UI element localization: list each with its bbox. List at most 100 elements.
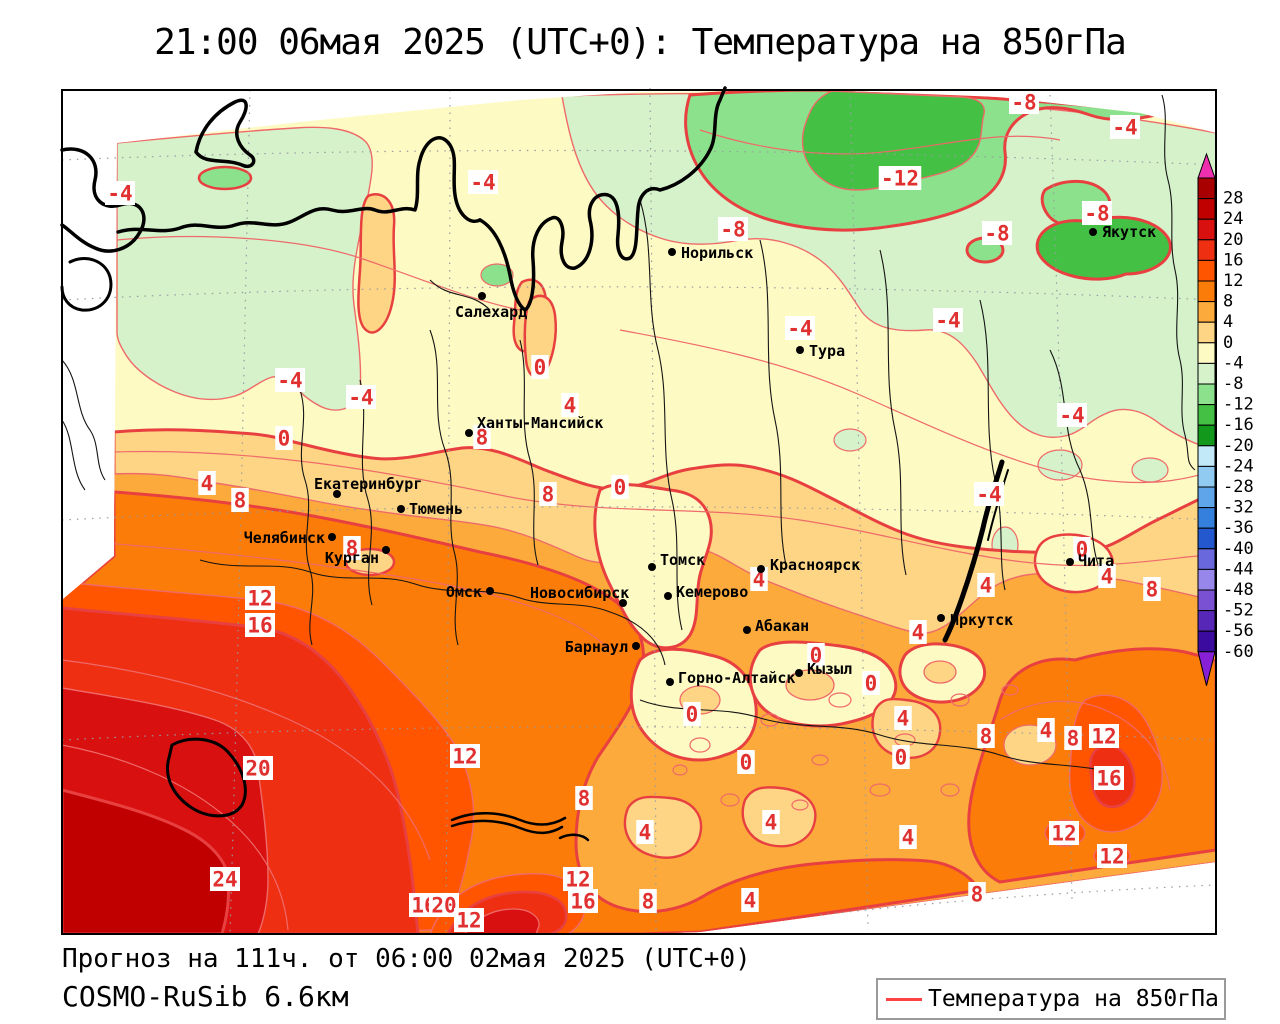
model-info: COSMO-RuSib 6.6км <box>62 980 349 1013</box>
contour-label: 0 <box>892 745 910 770</box>
svg-text:-12: -12 <box>1223 395 1254 415</box>
svg-text:Тура: Тура <box>809 342 845 360</box>
svg-text:0: 0 <box>895 746 908 770</box>
legend: Температура на 850гПа <box>876 978 1226 1020</box>
svg-text:-8: -8 <box>984 222 1009 246</box>
city-Омск: Омск <box>446 583 494 601</box>
svg-text:Кемерово: Кемерово <box>676 583 748 601</box>
contour-noise-rings <box>672 684 1019 811</box>
contour-label: 8 <box>639 889 657 914</box>
city-Иркутск: Иркутск <box>937 611 1013 629</box>
city-Чита: Чита <box>1066 552 1114 570</box>
svg-text:-44: -44 <box>1223 559 1254 579</box>
svg-text:4: 4 <box>639 821 652 845</box>
svg-text:0: 0 <box>865 672 878 696</box>
contour-label: -4 <box>974 482 1004 507</box>
city-Абакан: Абакан <box>743 617 809 635</box>
contour-label: 8 <box>968 882 986 907</box>
contour-label: 0 <box>531 355 549 380</box>
svg-text:Кызыл: Кызыл <box>807 660 852 678</box>
contour-label: 4 <box>750 567 768 592</box>
svg-text:0: 0 <box>614 476 627 500</box>
contour-label: 4 <box>977 573 995 598</box>
svg-text:20: 20 <box>245 757 270 781</box>
forecast-info: Прогноз на 111ч. от 06:00 02мая 2025 (UT… <box>62 944 751 974</box>
contour-label: -4 <box>275 368 305 393</box>
svg-text:Красноярск: Красноярск <box>770 556 860 574</box>
svg-text:12: 12 <box>452 745 477 769</box>
contour-label: -4 <box>785 316 815 341</box>
svg-text:-4: -4 <box>470 171 495 195</box>
svg-text:4: 4 <box>564 394 577 418</box>
svg-text:-4: -4 <box>277 369 302 393</box>
svg-text:8: 8 <box>542 483 555 507</box>
svg-text:-4: -4 <box>1223 353 1243 373</box>
svg-text:0: 0 <box>534 356 547 380</box>
city-Кызыл: Кызыл <box>795 660 852 678</box>
svg-text:-4: -4 <box>348 386 373 410</box>
contour-label: 8 <box>539 482 557 507</box>
city-Якутск: Якутск <box>1089 223 1156 241</box>
city-Красноярск: Красноярск <box>757 556 860 574</box>
contour-label: 4 <box>762 810 780 835</box>
contour-label: -8 <box>1082 201 1112 226</box>
contour-label: 4 <box>636 820 654 845</box>
svg-text:Горно-Алтайск: Горно-Алтайск <box>678 669 795 687</box>
svg-text:0: 0 <box>740 751 753 775</box>
svg-text:0: 0 <box>278 427 291 451</box>
svg-text:12: 12 <box>1091 725 1116 749</box>
svg-text:Абакан: Абакан <box>755 617 809 635</box>
svg-text:4: 4 <box>897 707 910 731</box>
svg-text:-4: -4 <box>1112 116 1137 140</box>
city-Тюмень: Тюмень <box>397 500 463 518</box>
contour-label: 0 <box>737 750 755 775</box>
svg-text:Якутск: Якутск <box>1102 223 1156 241</box>
svg-text:24: 24 <box>212 868 237 892</box>
contour-label: 4 <box>1037 718 1055 743</box>
contour-labels: -4 -4-8-12-8-4-8-8-4-4-4 -4-4-400048888412… <box>105 90 1161 933</box>
svg-text:Ханты-Мансийск: Ханты-Мансийск <box>477 414 603 432</box>
svg-text:-4: -4 <box>935 309 960 333</box>
svg-text:8: 8 <box>1067 727 1080 751</box>
svg-text:Тюмень: Тюмень <box>409 500 463 518</box>
contour-label: 8 <box>1064 726 1082 751</box>
contour-label: 12 <box>563 867 593 892</box>
svg-text:8: 8 <box>578 787 591 811</box>
contour-label: 8 <box>1143 577 1161 602</box>
svg-text:16: 16 <box>570 890 595 914</box>
contour-label: 12 <box>454 908 484 933</box>
svg-text:8: 8 <box>346 537 359 561</box>
city-Барнаул: Барнаул <box>565 638 640 656</box>
svg-text:12: 12 <box>1099 845 1124 869</box>
map-frame <box>61 89 1217 935</box>
svg-text:Екатеринбург: Екатеринбург <box>314 475 422 493</box>
contour-label: -4 <box>1110 115 1140 140</box>
contour-label: 4 <box>741 888 759 913</box>
city-Салехард: Салехард <box>455 292 527 321</box>
svg-text:Курган: Курган <box>325 549 379 567</box>
svg-text:4: 4 <box>902 826 915 850</box>
svg-text:8: 8 <box>1223 292 1233 312</box>
svg-text:-28: -28 <box>1223 477 1254 497</box>
svg-text:-12: -12 <box>881 167 919 191</box>
contour-label: 20 <box>429 893 459 918</box>
svg-text:4: 4 <box>912 621 925 645</box>
svg-text:-4: -4 <box>1059 404 1084 428</box>
svg-text:-8: -8 <box>720 218 745 242</box>
svg-text:-4: -4 <box>787 317 812 341</box>
contour-label: 0 <box>683 702 701 727</box>
city-Тура: Тура <box>796 342 845 360</box>
city-Норильск: Норильск <box>668 244 753 262</box>
svg-text:-4: -4 <box>976 483 1001 507</box>
contour-label: -12 <box>878 166 922 191</box>
svg-text:4: 4 <box>1101 565 1114 589</box>
contour-label: -8 <box>1009 90 1039 115</box>
city-Екатеринбург: Екатеринбург <box>314 475 422 498</box>
contour-label: -8 <box>982 221 1012 246</box>
svg-text:12: 12 <box>1051 822 1076 846</box>
city-markers: Норильск Салехард Тура Якутск Ханты-Мансийск… <box>244 223 1156 687</box>
admin-borders <box>61 94 1196 776</box>
contour-label: 12 <box>450 744 480 769</box>
